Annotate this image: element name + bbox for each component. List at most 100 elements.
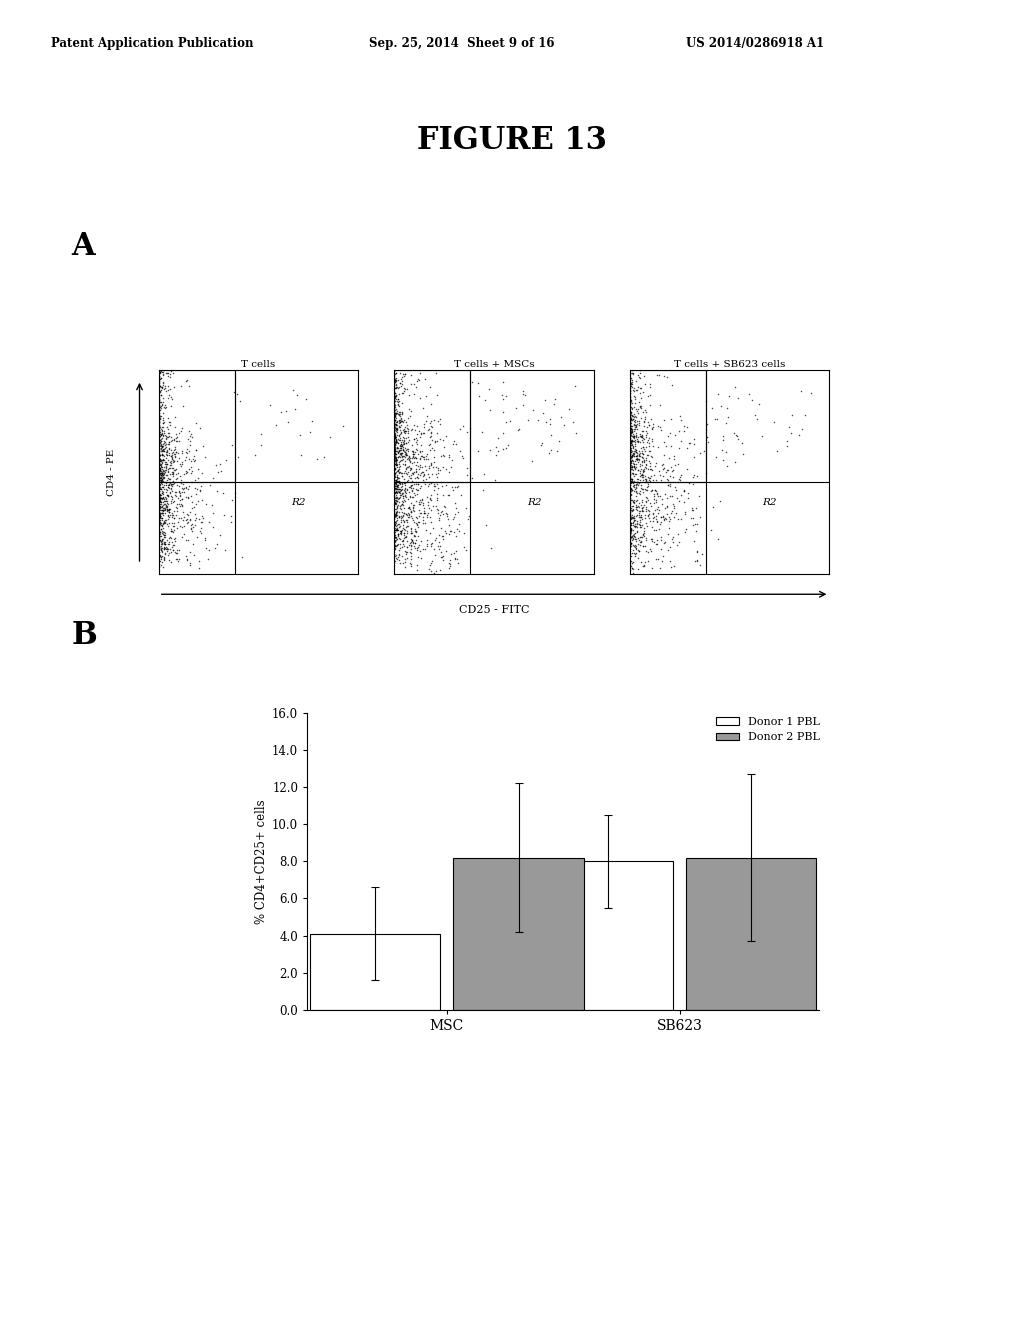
Title: T cells: T cells [242, 360, 275, 368]
Point [622, 409, 638, 430]
Point [419, 529, 435, 550]
Point [387, 449, 403, 470]
Point [662, 511, 678, 532]
Point [388, 487, 404, 508]
Point [188, 440, 205, 461]
Point [151, 484, 167, 506]
Point [680, 488, 696, 510]
Point [174, 516, 190, 537]
Point [395, 433, 412, 454]
Point [386, 535, 402, 556]
Point [622, 368, 638, 389]
Point [428, 463, 444, 484]
Point [418, 520, 434, 541]
Point [390, 502, 407, 523]
Point [151, 461, 167, 482]
Point [171, 482, 187, 503]
Point [416, 498, 432, 519]
Point [471, 385, 487, 407]
Point [387, 471, 403, 492]
Point [470, 441, 486, 462]
Point [655, 546, 672, 568]
Point [649, 529, 666, 550]
Point [623, 545, 639, 566]
Point [622, 545, 638, 566]
Point [628, 474, 644, 495]
Point [159, 496, 175, 517]
Point [416, 446, 432, 467]
Point [623, 533, 639, 554]
Point [643, 528, 659, 549]
Point [166, 440, 182, 461]
Point [638, 449, 654, 470]
Point [401, 498, 418, 519]
Point [389, 515, 406, 536]
Point [166, 459, 182, 480]
Point [180, 375, 197, 396]
Point [637, 480, 653, 502]
Point [643, 516, 659, 537]
Point [622, 463, 638, 484]
Point [628, 536, 644, 557]
Point [636, 554, 652, 576]
Point [629, 418, 645, 440]
Point [769, 441, 785, 462]
Point [386, 469, 402, 490]
Point [152, 438, 168, 459]
Point [387, 440, 403, 461]
Point [390, 378, 407, 399]
Point [624, 372, 640, 393]
Point [401, 466, 418, 487]
Text: CD4 - PE: CD4 - PE [106, 449, 116, 495]
Point [624, 479, 640, 500]
Point [389, 418, 406, 440]
Point [392, 411, 409, 432]
Point [395, 454, 412, 475]
Point [388, 490, 404, 511]
Point [153, 540, 169, 561]
Point [668, 477, 684, 498]
Point [156, 440, 172, 461]
Point [624, 515, 640, 536]
Point [727, 376, 743, 397]
Point [386, 482, 402, 503]
Point [632, 426, 648, 447]
Point [637, 535, 653, 556]
Point [623, 520, 639, 541]
Point [423, 490, 439, 511]
Point [151, 363, 167, 384]
Point [394, 445, 411, 466]
Point [623, 484, 639, 506]
Point [622, 470, 638, 491]
Point [390, 513, 407, 535]
Point [390, 462, 407, 483]
Point [416, 422, 432, 444]
Point [406, 511, 422, 532]
Point [151, 486, 167, 507]
Point [195, 436, 211, 457]
Point [633, 507, 649, 528]
Point [153, 519, 169, 540]
Point [718, 441, 734, 462]
Point [623, 389, 639, 411]
Point [635, 447, 651, 469]
Point [165, 529, 181, 550]
Point [153, 471, 169, 492]
Point [440, 552, 457, 573]
Point [151, 536, 167, 557]
Point [622, 370, 638, 391]
Point [398, 462, 415, 483]
Point [404, 487, 421, 508]
Point [623, 432, 639, 453]
Point [648, 533, 665, 554]
Point [655, 508, 672, 529]
Point [483, 537, 500, 558]
Point [153, 491, 169, 512]
Point [387, 499, 403, 520]
Point [396, 429, 413, 450]
Point [151, 474, 167, 495]
Point [629, 379, 645, 400]
Point [495, 388, 511, 409]
Point [626, 457, 642, 478]
Point [634, 491, 650, 512]
